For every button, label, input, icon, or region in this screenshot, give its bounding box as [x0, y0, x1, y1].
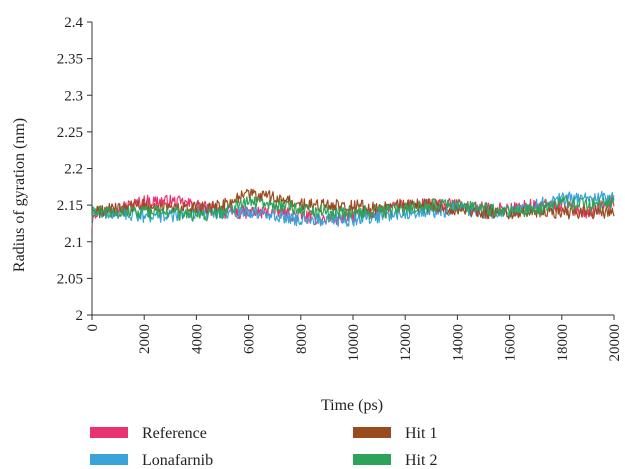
axes: 2 2.05 2.1 2.15 2.2 2.25 2.3 2.35 2.4 0 2000 4000 60… — [57, 15, 623, 362]
x-tick-label: 2000 — [137, 324, 153, 354]
y-tick-label: 2 — [76, 308, 84, 324]
legend-label: Reference — [142, 425, 207, 442]
legend-swatch — [353, 427, 391, 438]
x-tick-label: 20000 — [607, 324, 623, 362]
x-tick-label: 12000 — [398, 324, 414, 362]
y-tick-label: 2.1 — [64, 235, 83, 251]
series-line — [91, 195, 615, 222]
y-tick-label: 2.35 — [57, 52, 83, 68]
x-tick-label: 18000 — [555, 324, 571, 362]
y-tick-label: 2.2 — [64, 162, 83, 178]
x-tick-label: 16000 — [503, 324, 519, 362]
legend-swatch — [90, 454, 128, 465]
legend-label: Hit 2 — [405, 452, 437, 469]
x-tick-label: 10000 — [346, 324, 362, 362]
legend-label: Lonafarnib — [142, 452, 213, 469]
legend-swatch — [90, 427, 128, 438]
x-axis-label: Time (ps) — [321, 397, 383, 414]
x-tick-label: 14000 — [450, 324, 466, 362]
legend-swatch — [353, 454, 391, 465]
y-tick-label: 2.15 — [57, 198, 83, 214]
y-axis-label: Radius of gyration (nm) — [11, 118, 28, 272]
y-tick-label: 2.05 — [57, 271, 83, 287]
x-tick-label: 0 — [85, 324, 101, 332]
series-layer — [91, 188, 615, 228]
series-line — [91, 188, 615, 223]
x-tick-label: 8000 — [294, 324, 310, 354]
legend: Reference Lonafarnib Hit 1 Hit 2 — [90, 425, 437, 469]
x-tick-label: 4000 — [189, 324, 205, 354]
y-tick-label: 2.25 — [57, 125, 83, 141]
x-tick-label: 6000 — [242, 324, 258, 354]
legend-label: Hit 1 — [405, 425, 437, 442]
y-tick-label: 2.4 — [64, 15, 83, 31]
y-tick-label: 2.3 — [64, 88, 83, 104]
